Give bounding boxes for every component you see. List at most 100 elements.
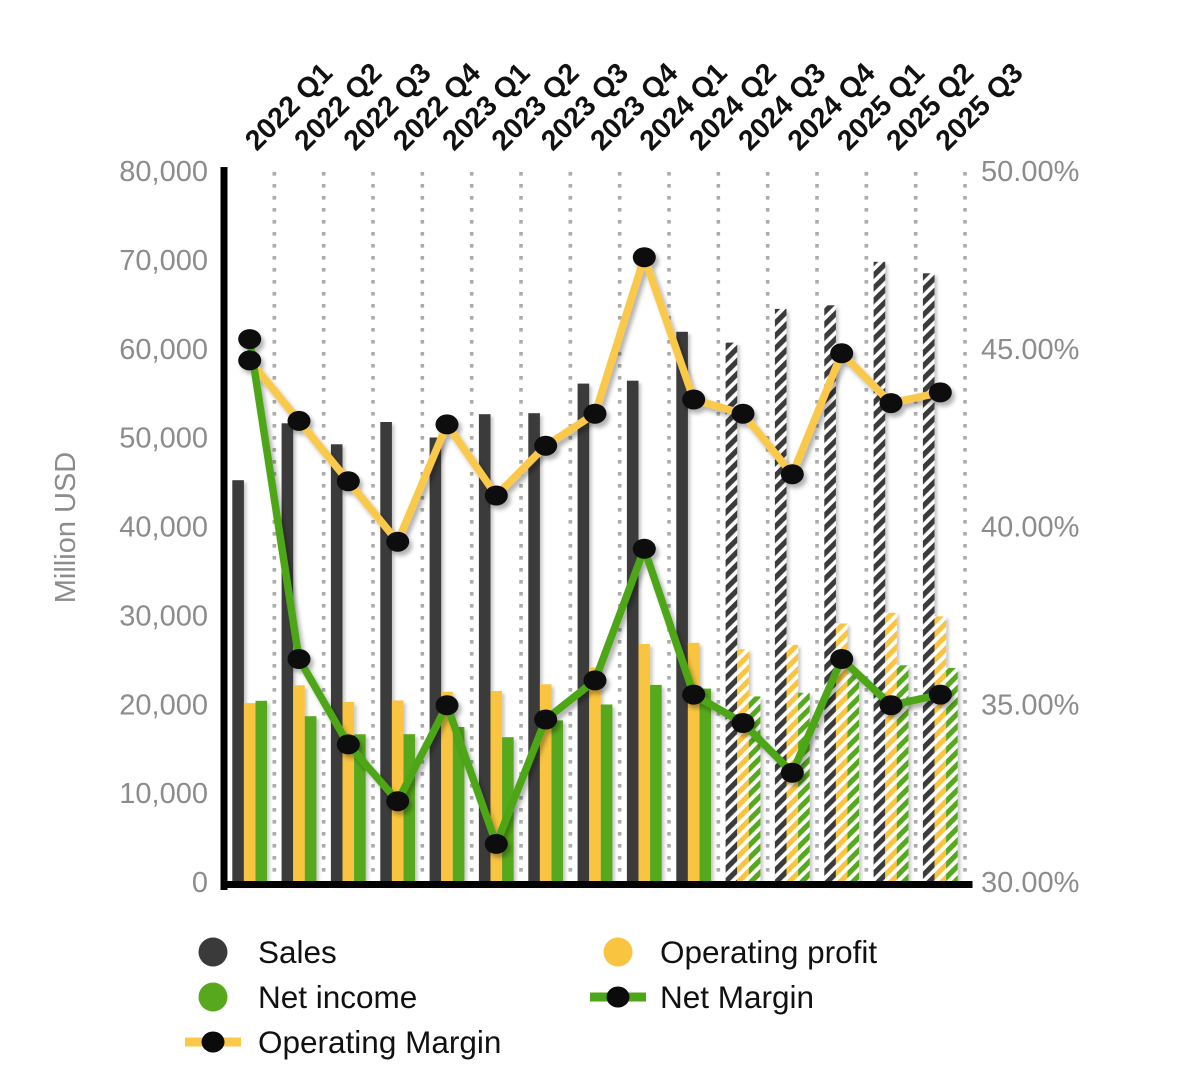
legend-item-net-income: Net income — [198, 979, 417, 1015]
net-income-bar-2022-q4 — [403, 734, 416, 884]
operating-margin-point-2023-q4 — [583, 403, 607, 424]
operating-margin-line — [245, 253, 945, 546]
net-margin-point-2023-q2 — [484, 833, 508, 854]
sales-bar-2023-q2 — [478, 414, 491, 884]
operating-margin-point-2024-q1 — [632, 247, 656, 268]
sales-bar-2022-q1 — [232, 480, 244, 884]
operating-margin-points — [238, 247, 952, 552]
operating-margin-point-2024-q4 — [780, 464, 804, 485]
axes — [220, 167, 973, 890]
operating-profit-bar-2024-q2 — [687, 642, 700, 884]
legend-item-operating-margin: Operating Margin — [185, 1024, 501, 1060]
left-axis-tick: 0 — [192, 867, 208, 899]
legend-item-operating-profit: Operating profit — [603, 934, 877, 970]
legend-net-margin-dot — [606, 986, 630, 1008]
operating-profit-bar-2023-q1 — [441, 691, 453, 884]
operating-profit-bar-2025-q1 — [835, 623, 848, 884]
sales-bar-2023-q1 — [429, 437, 442, 884]
operating-profit-bar-2025-q3 — [934, 616, 947, 884]
net-margin-point-2023-q1 — [435, 695, 459, 716]
legend-sales-label: Sales — [258, 934, 337, 970]
left-axis-tick: 10,000 — [119, 778, 208, 810]
net-margin-point-2024-q1 — [632, 538, 656, 559]
left-axis-title: Million USD — [50, 452, 82, 603]
sales-bar-2022-q4 — [380, 422, 392, 884]
legend-operating-profit-label: Operating profit — [660, 934, 877, 970]
operating-profit-bar-2024-q3 — [737, 649, 749, 884]
sales-bar-2024-q3 — [725, 342, 738, 885]
net-income-bar-2024-q2 — [699, 688, 712, 884]
operating-profit-bar-2022-q3 — [342, 702, 355, 884]
legend-item-sales: Sales — [198, 934, 337, 970]
net-margin-point-2022-q3 — [336, 734, 360, 755]
left-axis-tick: 70,000 — [119, 245, 208, 277]
sales-bar-2024-q2 — [676, 331, 688, 884]
legend-net-income-label: Net income — [258, 979, 417, 1015]
net-margin-point-2025-q1 — [830, 649, 854, 669]
legend-net-margin-label: Net Margin — [660, 979, 814, 1015]
legend-operating-margin-dot — [201, 1031, 225, 1053]
net-margin-point-2023-q4 — [583, 670, 607, 691]
sales-bar-2022-q3 — [330, 444, 343, 884]
margin-lines — [238, 247, 952, 854]
sales-bar-2023-q3 — [528, 413, 540, 884]
right-axis-tick: 45.00% — [981, 334, 1079, 366]
legend-operating-margin-label: Operating Margin — [258, 1024, 501, 1060]
operating-margin-point-2024-q3 — [731, 403, 755, 424]
net-income-bar-2023-q1 — [452, 727, 465, 884]
operating-margin-point-2025-q1 — [830, 343, 854, 364]
net-margin-point-2024-q4 — [780, 762, 804, 783]
net-margin-point-2024-q3 — [731, 713, 755, 733]
operating-profit-bar-2023-q2 — [490, 691, 503, 884]
net-margin-point-2022-q4 — [386, 791, 410, 812]
operating-margin-point-2022-q3 — [336, 471, 360, 492]
operating-margin-point-2023-q2 — [484, 485, 508, 506]
legend-net-income-swatch — [198, 982, 228, 1012]
net-margin-point-2022-q1 — [238, 329, 262, 350]
sales-bar-2023-q4 — [577, 383, 590, 884]
operating-profit-bar-2023-q4 — [589, 667, 601, 884]
left-axis-tick: 80,000 — [119, 156, 208, 188]
net-income-bar-2022-q1 — [255, 700, 268, 884]
sales-bar-2022-q2 — [281, 423, 294, 884]
operating-profit-bar-2023-q3 — [539, 684, 552, 884]
sales-bars — [232, 261, 935, 885]
left-axis-tick: 20,000 — [119, 689, 208, 721]
operating-profit-bar-2022-q2 — [293, 685, 305, 884]
operating-margin-point-2022-q4 — [386, 531, 410, 552]
right-axis-tick: 50.00% — [981, 156, 1079, 188]
operating-profit-bar-2022-q1 — [243, 703, 256, 884]
sales-bar-2025-q3 — [922, 273, 935, 884]
sales-bar-2024-q1 — [626, 380, 639, 884]
operating-margin-point-2025-q3 — [928, 382, 952, 403]
net-margin-point-2024-q2 — [682, 684, 706, 705]
net-income-bar-2024-q1 — [650, 684, 662, 884]
y-axis-line — [220, 167, 228, 890]
net-income-bar-2022-q2 — [304, 716, 317, 884]
operating-margin-point-2023-q3 — [534, 435, 558, 456]
sales-bar-2025-q1 — [824, 305, 836, 884]
operating-margin-point-2022-q2 — [287, 410, 311, 431]
left-axis-tick: 30,000 — [119, 600, 208, 632]
legend-item-net-margin: Net Margin — [590, 979, 814, 1015]
net-income-bar-2025-q3 — [946, 667, 958, 884]
legend: Sales Net income Operating Margin Operating… — [185, 934, 877, 1060]
net-income-bar-2024-q3 — [748, 696, 761, 884]
legend-sales-swatch — [198, 937, 228, 967]
operating-profit-bar-2024-q1 — [638, 644, 651, 884]
left-axis-tick: 50,000 — [119, 423, 208, 455]
axis-tick-labels: 0 10,000 20,000 30,000 40,000 50,000 60,000 70,… — [50, 156, 1079, 899]
left-axis-tick: 60,000 — [119, 334, 208, 366]
net-income-bar-2023-q3 — [551, 720, 564, 884]
net-income-bar-2023-q4 — [600, 704, 613, 884]
right-axis-tick: 35.00% — [981, 689, 1079, 721]
left-axis-tick: 40,000 — [119, 512, 208, 544]
net-margin-point-2023-q3 — [534, 709, 558, 730]
net-income-bar-2025-q1 — [847, 673, 860, 884]
legend-operating-profit-swatch — [603, 937, 633, 967]
net-margin-point-2025-q2 — [879, 695, 903, 716]
operating-margin-point-2022-q1 — [238, 350, 262, 371]
operating-profit-bar-2025-q2 — [885, 612, 897, 884]
operating-margin-point-2025-q2 — [879, 393, 903, 414]
operating-margin-point-2024-q2 — [682, 389, 706, 410]
